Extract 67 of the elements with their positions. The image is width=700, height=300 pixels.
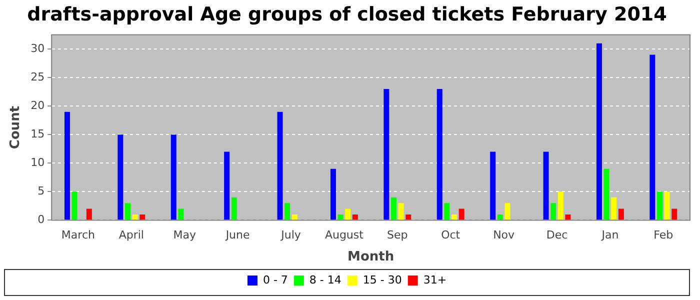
bar [384, 88, 390, 220]
bar [330, 168, 336, 220]
bar [345, 208, 351, 220]
chart-title: drafts-approval Age groups of closed tickets February 2014 [27, 3, 667, 26]
bar [231, 197, 237, 220]
bar [497, 214, 503, 220]
y-tick-label: 5 [38, 184, 45, 198]
bar [596, 43, 602, 220]
legend-label: 8 - 14 [309, 273, 342, 286]
x-tick-label: Jan [600, 228, 619, 242]
y-tick-label: 20 [30, 98, 45, 112]
bar [604, 168, 610, 220]
bar [672, 208, 678, 220]
bar [64, 112, 70, 220]
bar [650, 54, 656, 220]
y-tick-label: 30 [30, 42, 45, 55]
bar [398, 203, 404, 220]
bar [391, 197, 396, 220]
bar [406, 214, 412, 220]
bar [140, 214, 146, 220]
x-tick-label: August [324, 228, 364, 242]
bar [550, 203, 556, 220]
y-tick-label: 10 [30, 156, 45, 170]
bar [292, 214, 298, 220]
legend-label: 0 - 7 [262, 273, 288, 286]
bar [490, 152, 496, 220]
legend-label: 31+ [423, 273, 447, 286]
x-tick-label: March [61, 228, 95, 242]
bar [657, 192, 662, 220]
bar [618, 208, 624, 220]
bar [436, 88, 442, 220]
bar [543, 152, 549, 220]
bar [338, 214, 344, 220]
bar [565, 214, 571, 220]
y-tick-label: 0 [38, 213, 45, 226]
x-tick-label: May [173, 228, 196, 242]
bar [504, 203, 510, 220]
bar [664, 192, 670, 220]
x-tick-label: July [280, 228, 302, 242]
x-tick-label: June [224, 228, 250, 242]
bar [132, 214, 138, 220]
bar [224, 152, 230, 220]
bar [458, 208, 464, 220]
x-axis-title: Month [348, 250, 394, 265]
bar [444, 203, 450, 220]
bar [284, 203, 290, 220]
y-tick-label: 25 [30, 70, 45, 84]
bar [558, 192, 564, 220]
bar [352, 214, 358, 220]
bar [452, 214, 457, 220]
x-tick-label: Feb [654, 228, 674, 242]
x-tick-label: Nov [493, 228, 516, 242]
x-tick-label: Dec [546, 228, 568, 242]
bar [124, 203, 130, 220]
bar [86, 208, 92, 220]
y-tick-label: 15 [30, 127, 45, 140]
x-tick-label: Sep [387, 228, 408, 242]
bar [611, 197, 617, 220]
x-tick-label: April [118, 228, 144, 242]
legend-label: 15 - 30 [362, 273, 402, 286]
bar [277, 112, 283, 220]
x-tick-label: Oct [441, 228, 461, 242]
bar [118, 134, 124, 220]
y-axis-title: Count [8, 106, 24, 150]
bar [72, 192, 78, 220]
bar [178, 208, 184, 220]
bar [170, 134, 176, 220]
